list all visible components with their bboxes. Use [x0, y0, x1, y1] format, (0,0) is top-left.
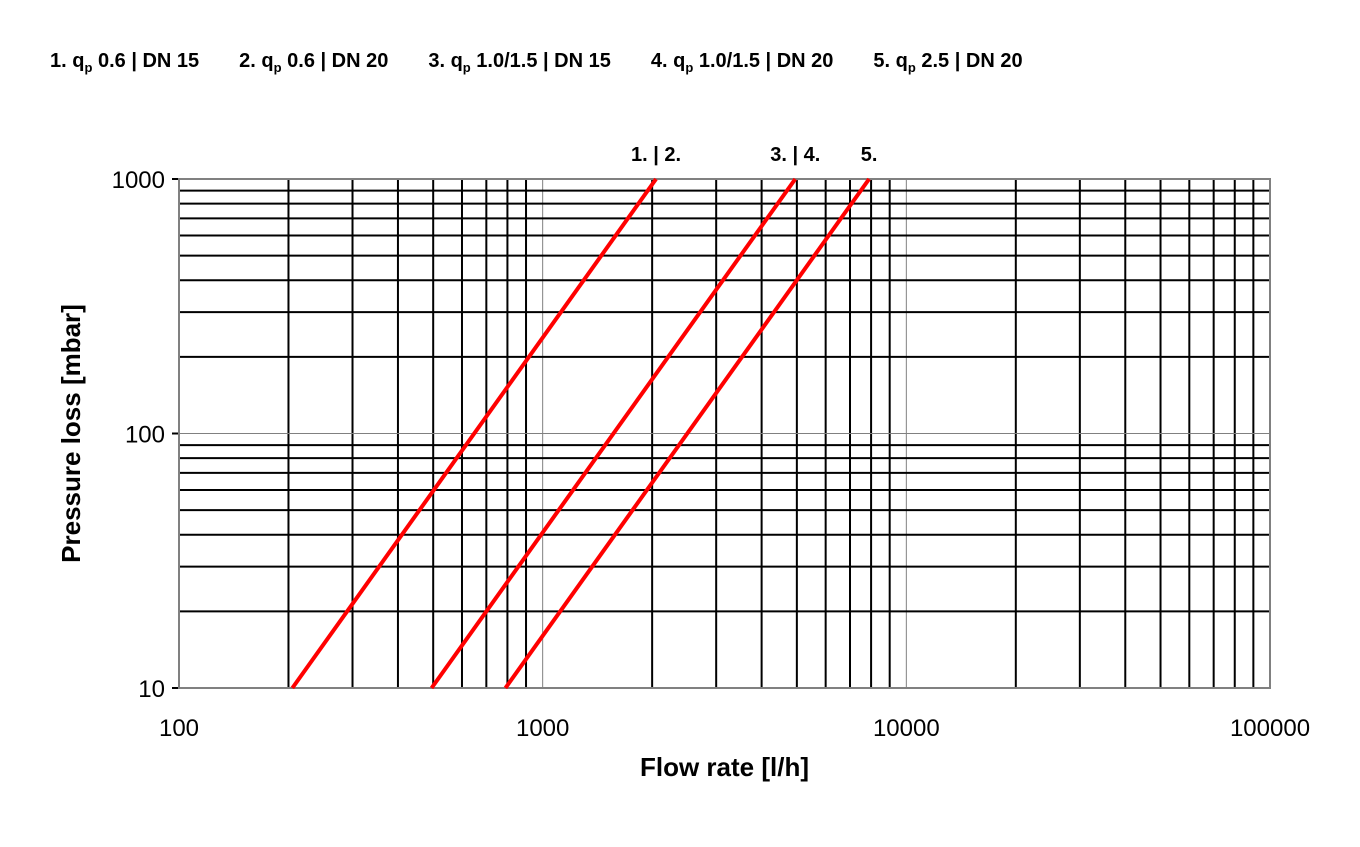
- legend-subscript: p: [462, 60, 471, 75]
- curves: [290, 177, 871, 690]
- y-tick-labels: 10 100 1000: [112, 167, 165, 703]
- y-axis-title: Pressure loss [mbar]: [56, 304, 86, 563]
- legend-prefix: 3. q: [428, 50, 463, 72]
- legend-suffix: 0.6 | DN 20: [281, 50, 389, 72]
- legend-item: 2. qp 0.6 | DN 20: [239, 50, 389, 75]
- curve-3-4: [429, 177, 797, 690]
- legend-suffix: 0.6 | DN 15: [92, 50, 200, 72]
- legend-item: 5. qp 2.5 | DN 20: [873, 50, 1023, 75]
- x-tick-label: 100000: [1230, 715, 1310, 742]
- x-tick-labels: 100 1000 10000 100000: [159, 715, 1310, 742]
- curve-labels: 1. | 2. 3. | 4. 5.: [631, 144, 877, 166]
- legend-item: 1. qp 0.6 | DN 15: [50, 50, 200, 75]
- legend-prefix: 2. q: [239, 50, 274, 72]
- curve-label: 5.: [861, 144, 878, 166]
- legend-suffix: 2.5 | DN 20: [915, 50, 1023, 72]
- legend-prefix: 5. q: [873, 50, 908, 72]
- y-tick-label: 10: [138, 676, 165, 703]
- x-axis-title: Flow rate [l/h]: [640, 752, 809, 782]
- curve-1-2: [290, 177, 658, 690]
- curve-label: 3. | 4.: [770, 144, 820, 166]
- legend-subscript: p: [273, 60, 282, 75]
- curve-5: [503, 177, 871, 690]
- legend-suffix: 1.0/1.5 | DN 15: [470, 50, 611, 72]
- legend-item: 4. qp 1.0/1.5 | DN 20: [650, 50, 834, 75]
- y-tick-label: 1000: [112, 167, 165, 194]
- plot-frame: [178, 178, 1271, 689]
- legend-subscript: p: [907, 60, 916, 75]
- legend-item: 3. qp 1.0/1.5 | DN 15: [428, 50, 611, 75]
- legend-subscript: p: [685, 60, 694, 75]
- x-tick-label: 1000: [516, 715, 569, 742]
- legend-suffix: 1.0/1.5 | DN 20: [693, 50, 834, 72]
- x-tick-label: 10000: [873, 715, 940, 742]
- curve-label: 1. | 2.: [631, 144, 681, 166]
- y-tick-label: 100: [125, 422, 165, 449]
- legend: 1. qp 0.6 | DN 15 2. qp 0.6 | DN 20 3. qp …: [50, 50, 1023, 75]
- legend-prefix: 4. q: [650, 50, 686, 72]
- grid: [172, 178, 1270, 689]
- x-tick-label: 100: [159, 715, 199, 742]
- legend-subscript: p: [84, 60, 93, 75]
- legend-prefix: 1. q: [50, 50, 85, 72]
